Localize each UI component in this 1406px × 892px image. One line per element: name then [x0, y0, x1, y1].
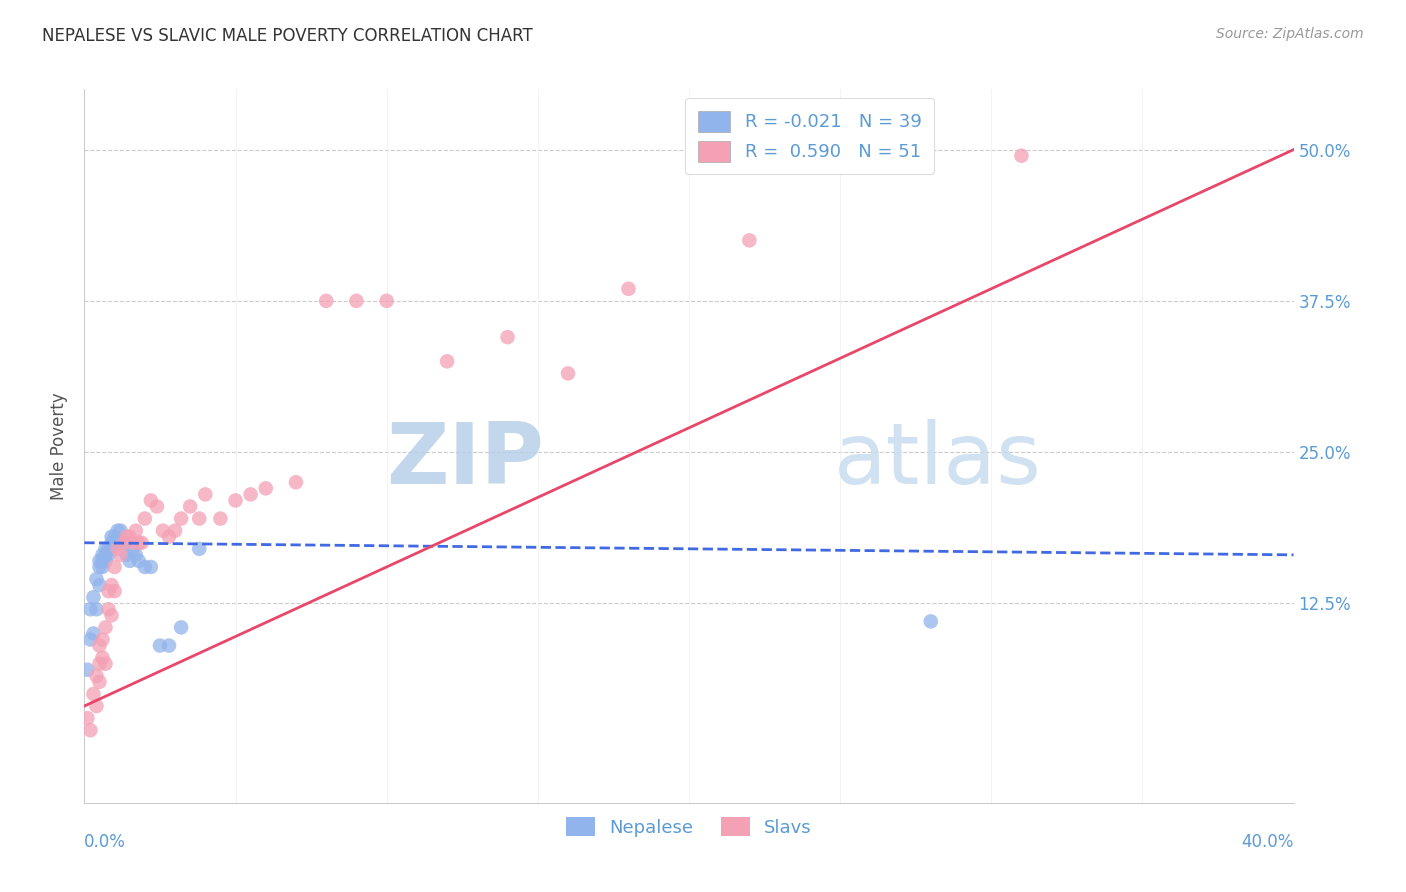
Point: [496, 330, 519, 344]
Legend: Nepalese, Slavs: Nepalese, Slavs: [560, 810, 818, 844]
Point: [738, 233, 761, 247]
Point: [131, 535, 153, 549]
Point: [91, 560, 114, 574]
Point: [97, 548, 120, 562]
Point: [107, 541, 129, 556]
Point: [82, 687, 104, 701]
Point: [82, 590, 104, 604]
Point: [89, 657, 111, 671]
Point: [79, 602, 101, 616]
Point: [239, 487, 262, 501]
Point: [170, 511, 193, 525]
Point: [100, 530, 122, 544]
Text: NEPALESE VS SLAVIC MALE POVERTY CORRELATION CHART: NEPALESE VS SLAVIC MALE POVERTY CORRELAT…: [42, 27, 533, 45]
Point: [110, 548, 132, 562]
Point: [104, 560, 127, 574]
Point: [121, 541, 143, 556]
Point: [125, 548, 148, 562]
Point: [920, 615, 942, 629]
Text: 0.0%: 0.0%: [84, 833, 127, 851]
Point: [225, 493, 247, 508]
Point: [139, 493, 162, 508]
Point: [149, 639, 172, 653]
Point: [97, 541, 120, 556]
Point: [152, 524, 174, 538]
Point: [254, 481, 277, 495]
Point: [112, 535, 135, 549]
Point: [91, 554, 114, 568]
Point: [91, 548, 114, 562]
Point: [121, 535, 143, 549]
Point: [89, 578, 111, 592]
Point: [94, 541, 117, 556]
Point: [89, 560, 111, 574]
Point: [97, 584, 120, 599]
Point: [100, 608, 122, 623]
Point: [285, 475, 308, 490]
Text: ZIP: ZIP: [387, 418, 544, 502]
Point: [165, 524, 187, 538]
Point: [315, 293, 337, 308]
Point: [125, 524, 148, 538]
Point: [86, 699, 108, 714]
Point: [170, 620, 193, 634]
Point: [89, 554, 111, 568]
Point: [76, 663, 98, 677]
Point: [115, 548, 138, 562]
Point: [436, 354, 458, 368]
Point: [118, 554, 141, 568]
Point: [146, 500, 169, 514]
Point: [89, 674, 111, 689]
Point: [128, 535, 150, 549]
Point: [1011, 149, 1033, 163]
Point: [86, 572, 108, 586]
Point: [100, 541, 122, 556]
Point: [104, 584, 127, 599]
Point: [118, 530, 141, 544]
Point: [107, 535, 129, 549]
Point: [89, 639, 111, 653]
Point: [128, 554, 150, 568]
Point: [346, 293, 368, 308]
Point: [617, 282, 640, 296]
Point: [134, 560, 156, 574]
Point: [179, 500, 201, 514]
Point: [375, 293, 398, 308]
Point: [82, 626, 104, 640]
Point: [91, 632, 114, 647]
Point: [107, 524, 129, 538]
Point: [91, 650, 114, 665]
Text: 40.0%: 40.0%: [1241, 833, 1294, 851]
Point: [110, 524, 132, 538]
Point: [104, 530, 127, 544]
Point: [557, 367, 579, 381]
Point: [188, 541, 211, 556]
Point: [134, 511, 156, 525]
Text: atlas: atlas: [834, 418, 1042, 502]
Point: [97, 602, 120, 616]
Point: [94, 548, 117, 562]
Point: [100, 578, 122, 592]
Point: [139, 560, 162, 574]
Point: [94, 620, 117, 634]
Point: [76, 711, 98, 725]
Point: [188, 511, 211, 525]
Point: [86, 602, 108, 616]
Point: [104, 535, 127, 549]
Text: Source: ZipAtlas.com: Source: ZipAtlas.com: [1216, 27, 1364, 41]
Point: [194, 487, 217, 501]
Point: [79, 723, 101, 738]
Point: [86, 669, 108, 683]
Point: [112, 535, 135, 549]
Point: [94, 657, 117, 671]
Y-axis label: Male Poverty: Male Poverty: [51, 392, 69, 500]
Point: [157, 639, 180, 653]
Point: [79, 632, 101, 647]
Point: [100, 535, 122, 549]
Point: [94, 554, 117, 568]
Point: [115, 530, 138, 544]
Point: [209, 511, 232, 525]
Point: [157, 530, 180, 544]
